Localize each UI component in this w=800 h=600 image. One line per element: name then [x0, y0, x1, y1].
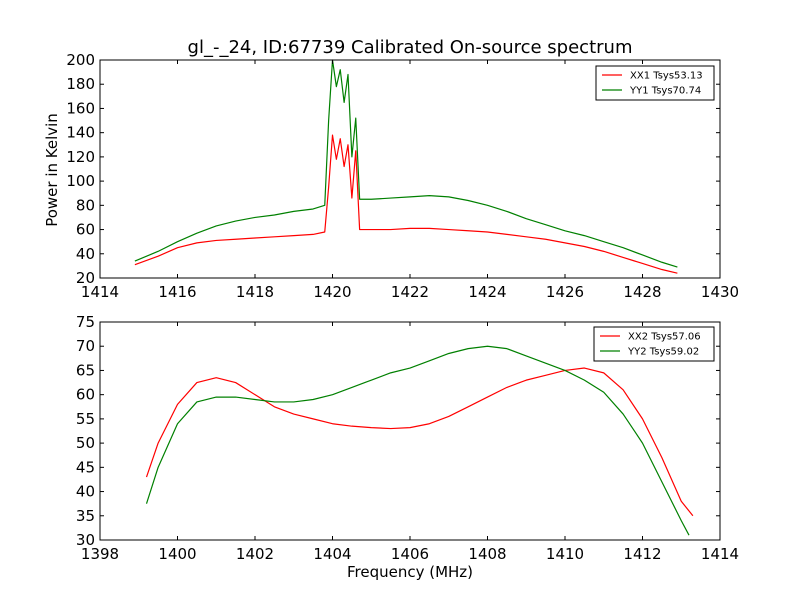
bottom-legend-label: YY2 Tsys59.02 [627, 347, 699, 358]
top-legend-label: XX1 Tsys53.13 [630, 71, 703, 82]
bottom-legend-box [593, 326, 715, 362]
bottom-y-tick-label: 70 [76, 337, 95, 355]
top-y-tick-label: 60 [76, 221, 95, 239]
top-series-1-line [134, 134, 678, 274]
top-x-tick-label: 1424 [468, 283, 506, 301]
bottom-x-tick-label: 1412 [623, 545, 661, 563]
top-legend-label: YY1 Tsys70.74 [629, 86, 701, 97]
bottom-y-tick-label: 40 [76, 483, 95, 501]
bottom-y-tick-label: 75 [76, 313, 95, 331]
top-x-tick-label: 1418 [236, 283, 274, 301]
top-y-tick-label: 120 [66, 148, 95, 166]
top-x-tick-label: 1422 [391, 283, 429, 301]
bottom-x-tick-label: 1402 [236, 545, 274, 563]
top-series-2-line [134, 59, 678, 268]
bottom-y-tick-label: 35 [76, 507, 95, 525]
bottom-y-tick-label: 50 [76, 434, 95, 452]
bottom-series-2-line [145, 345, 690, 536]
top-x-tick-label: 1430 [701, 283, 739, 301]
y-axis-label: Power in Kelvin [43, 113, 61, 227]
top-x-tick-label: 1420 [313, 283, 351, 301]
bottom-y-tick-label: 60 [76, 386, 95, 404]
bottom-legend: XX2 Tsys57.06 YY2 Tsys59.02 [593, 326, 715, 362]
chart-title: gl_-_24, ID:67739 Calibrated On-source s… [188, 37, 633, 58]
bottom-x-tick-label: 1400 [158, 545, 196, 563]
bottom-y-tick-label: 65 [76, 361, 95, 379]
bottom-legend-label: XX2 Tsys57.06 [628, 332, 701, 343]
bottom-x-tick-label: 1410 [546, 545, 584, 563]
top-legend-box [595, 65, 715, 101]
top-legend: XX1 Tsys53.13 YY1 Tsys70.74 [595, 65, 715, 101]
bottom-x-tick-label: 1406 [391, 545, 429, 563]
top-y-tick-label: 200 [66, 51, 95, 69]
bottom-y-tick-label: 30 [76, 531, 95, 549]
bottom-x-tick-label: 1414 [701, 545, 739, 563]
top-y-tick-label: 80 [76, 196, 95, 214]
top-y-tick-label: 140 [66, 124, 95, 142]
top-panel: 1414 1416 1418 1420 1422 1424 1426 1428 1430 20 40… [66, 51, 739, 301]
x-axis-label: Frequency (MHz) [347, 563, 473, 581]
top-y-tick-label: 20 [76, 269, 95, 287]
bottom-x-tick-label: 1398 [81, 545, 119, 563]
chart-panels: 1414 1416 1418 1420 1422 1424 1426 1428 1430 20 40… [66, 51, 739, 563]
top-y-tick-label: 40 [76, 245, 95, 263]
bottom-x-tick-label: 1408 [468, 545, 506, 563]
top-x-tick-label: 1416 [158, 283, 196, 301]
top-x-tick-label: 1414 [81, 283, 119, 301]
top-x-tick-label: 1428 [623, 283, 661, 301]
top-x-tick-label: 1426 [546, 283, 584, 301]
top-y-tick-label: 160 [66, 99, 95, 117]
bottom-x-tick-label: 1404 [313, 545, 351, 563]
bottom-y-tick-label: 55 [76, 410, 95, 428]
top-y-tick-label: 100 [66, 172, 95, 190]
top-y-tick-label: 180 [66, 75, 95, 93]
bottom-series-1-line [145, 367, 694, 517]
bottom-y-tick-label: 45 [76, 458, 95, 476]
bottom-panel: 1398 1400 1402 1404 1406 1408 1410 1412 1414 30 35… [76, 313, 739, 563]
